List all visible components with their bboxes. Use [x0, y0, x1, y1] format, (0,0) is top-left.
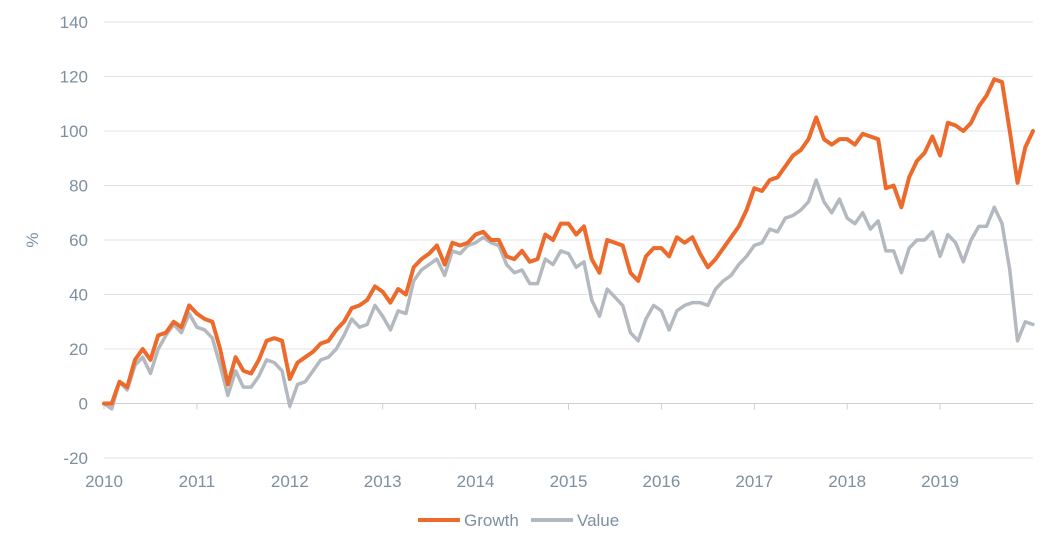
y-tick-label: 80 [69, 177, 88, 196]
y-axis-title: % [23, 232, 42, 247]
x-tick-label: 2018 [828, 472, 866, 491]
x-tick-label: 2016 [642, 472, 680, 491]
y-tick-label: 140 [60, 13, 88, 32]
y-tick-label: 20 [69, 340, 88, 359]
y-tick-label: 100 [60, 122, 88, 141]
x-axis [103, 403, 1033, 410]
x-tick-label: 2017 [735, 472, 773, 491]
x-tick-label: 2019 [921, 472, 959, 491]
x-tick-label: 2014 [457, 472, 495, 491]
x-tick-label: 2012 [271, 472, 309, 491]
x-tick-label: 2011 [179, 472, 216, 491]
series-lines [102, 77, 1035, 411]
gridlines [104, 21, 1033, 459]
series-line-value [102, 178, 1035, 411]
y-axis-ticks: -20 0 20 40 60 80 100 120 140 [60, 13, 88, 468]
series-line-growth [102, 77, 1035, 406]
legend: Growth Value [418, 511, 619, 530]
x-tick-label: 2015 [550, 472, 588, 491]
y-tick-label: -20 [63, 449, 88, 468]
x-axis-ticks: 2010 2011 2012 2013 2014 2015 2016 2017 2018 2019 [85, 472, 959, 491]
y-tick-label: 60 [69, 231, 88, 250]
y-tick-label: 0 [79, 395, 88, 414]
y-tick-label: 120 [60, 68, 88, 87]
x-tick-label: 2010 [85, 472, 123, 491]
y-tick-label: 40 [69, 286, 88, 305]
legend-label-value: Value [577, 511, 619, 530]
x-tick-label: 2013 [364, 472, 402, 491]
legend-label-growth: Growth [464, 511, 519, 530]
